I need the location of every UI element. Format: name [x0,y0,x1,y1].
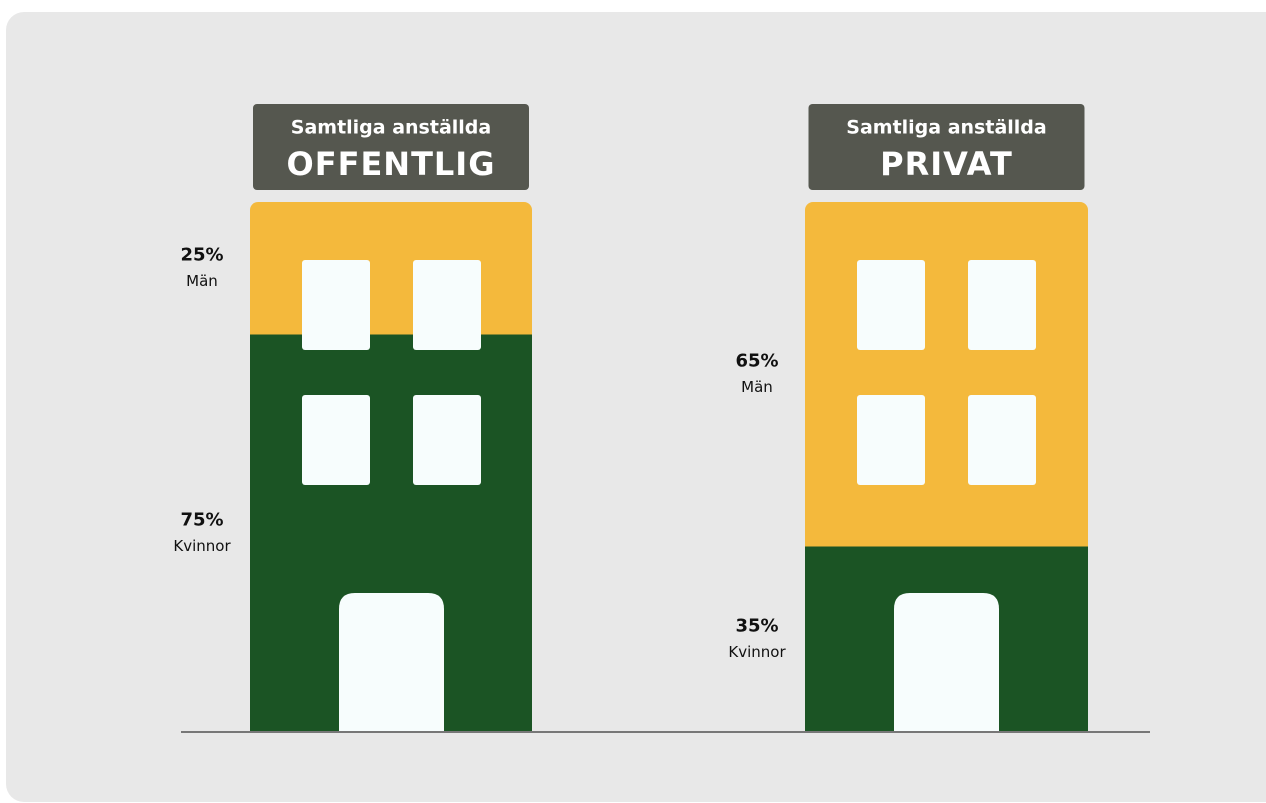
value-label: 25% [180,244,223,265]
series-label: Kvinnor [728,643,786,661]
value-label: 65% [735,350,778,371]
value-label: 75% [180,509,223,530]
value-label: 35% [735,615,778,636]
header-subtitle: Samtliga anställda [846,117,1046,139]
series-label: Kvinnor [173,537,231,555]
window [968,260,1036,350]
door [339,593,444,732]
window [857,260,925,350]
header-subtitle: Samtliga anställda [291,117,491,139]
series-label: Män [741,378,773,396]
window [302,395,370,485]
header-title: OFFENTLIG [287,145,496,183]
series-label: Män [186,272,218,290]
window [413,260,481,350]
door [894,593,999,732]
window [413,395,481,485]
bar-segment [805,202,1088,547]
window [968,395,1036,485]
bar-segment [250,202,532,335]
infographic: Samtliga anställda OFFENTLIG 75% Kvinnor 25%… [0,0,1266,803]
window [857,395,925,485]
header-title: PRIVAT [880,145,1013,183]
window [302,260,370,350]
